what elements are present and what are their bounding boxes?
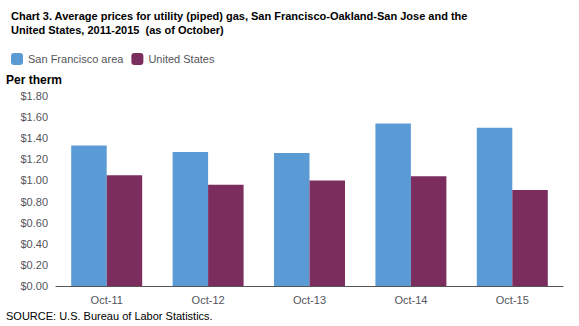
svg-text:$0.00: $0.00 [20,280,48,292]
svg-text:$0.80: $0.80 [20,196,48,208]
svg-text:Oct-11: Oct-11 [91,294,123,306]
svg-text:$1.40: $1.40 [20,132,48,144]
svg-text:Chart 3. Average prices for ut: Chart 3. Average prices for utility (pip… [11,10,467,22]
svg-text:Oct-15: Oct-15 [496,294,529,306]
svg-text:$1.80: $1.80 [20,90,48,102]
svg-text:$0.20: $0.20 [20,259,48,271]
svg-text:$1.20: $1.20 [20,153,48,165]
svg-text:Oct-13: Oct-13 [293,294,326,306]
svg-text:San Francisco area: San Francisco area [28,53,124,65]
svg-text:Oct-14: Oct-14 [394,294,427,306]
svg-text:$0.40: $0.40 [20,238,48,250]
svg-text:$0.60: $0.60 [20,217,48,229]
svg-text:Oct-12: Oct-12 [192,294,225,306]
svg-text:SOURCE: U.S. Bureau of Labor S: SOURCE: U.S. Bureau of Labor Statistics. [6,310,213,322]
svg-text:United States: United States [148,53,215,65]
svg-text:United States, 2011-2015 (as: United States, 2011-2015 (as of October) [11,24,224,36]
svg-text:$1.00: $1.00 [20,174,48,186]
svg-text:$1.60: $1.60 [20,111,48,123]
svg-text:Per therm: Per therm [6,73,62,87]
